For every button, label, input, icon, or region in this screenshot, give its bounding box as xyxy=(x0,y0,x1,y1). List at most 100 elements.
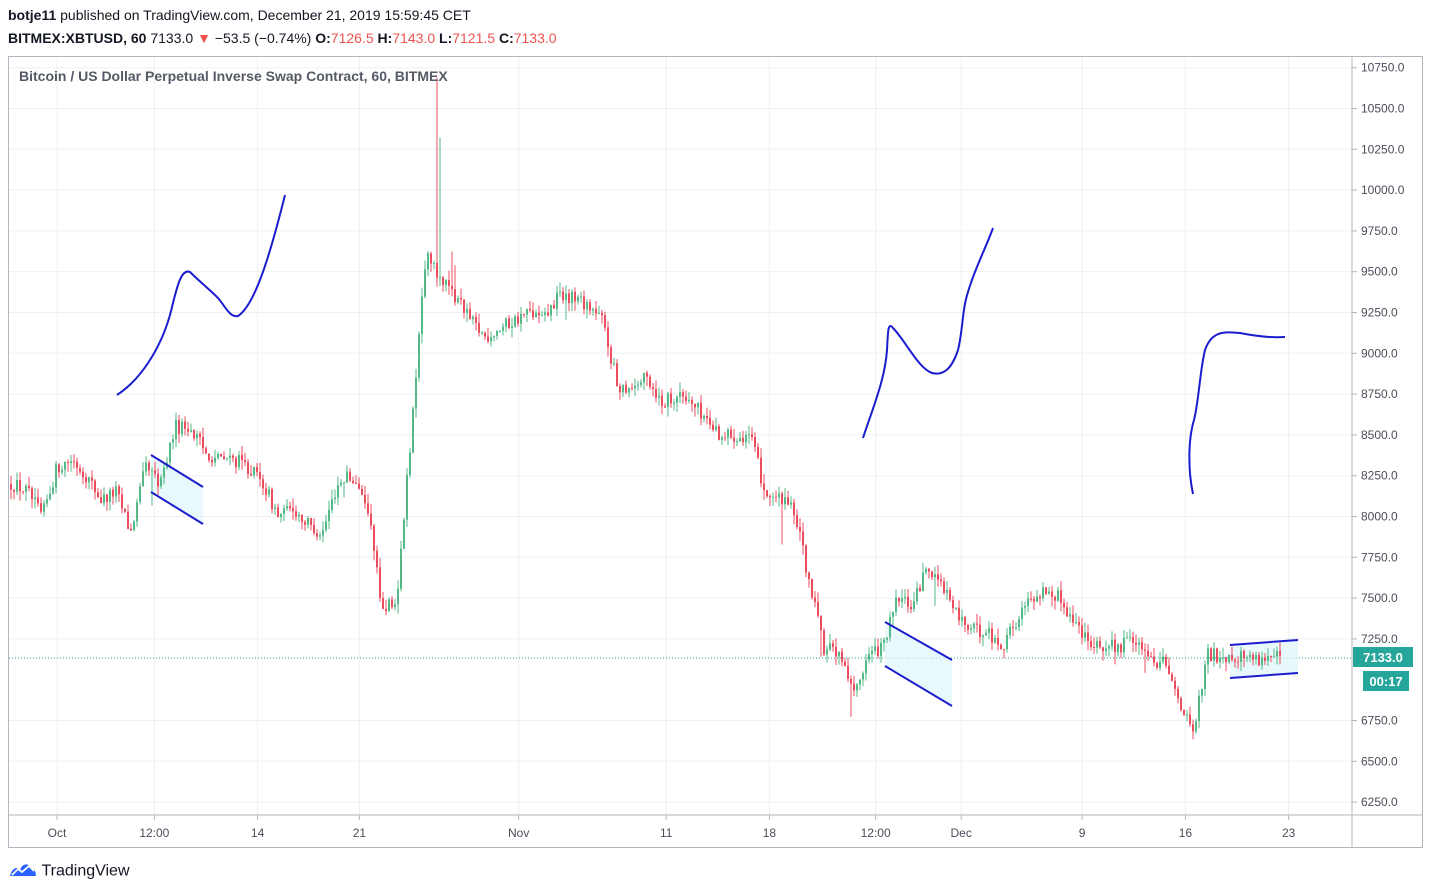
x-tick-label: 11 xyxy=(660,826,673,840)
y-tick-label: 8250.0 xyxy=(1361,469,1398,483)
candle-body xyxy=(1009,626,1011,636)
candle-body xyxy=(769,496,771,498)
candle-body xyxy=(106,494,108,502)
candle-body xyxy=(1048,591,1050,594)
candle-body xyxy=(607,327,609,348)
candle-body xyxy=(490,337,492,342)
candle-body xyxy=(1039,596,1041,599)
candle-body xyxy=(613,363,615,365)
author-name[interactable]: botje11 xyxy=(8,7,57,23)
publish-info: botje11 published on TradingView.com, De… xyxy=(8,7,471,23)
countdown-text: 00:17 xyxy=(1369,674,1402,689)
candle-body xyxy=(241,455,243,461)
candle-body xyxy=(247,462,249,474)
candle-body xyxy=(1036,596,1038,602)
hand-drawn-projection[interactable] xyxy=(1188,331,1286,495)
y-tick-label: 7250.0 xyxy=(1361,632,1398,646)
candle-body xyxy=(220,454,222,457)
candle-body xyxy=(604,315,606,328)
footer[interactable]: TradingView xyxy=(9,860,130,883)
candle-body xyxy=(850,678,852,684)
candle-body xyxy=(529,308,531,311)
candle-body xyxy=(1255,655,1257,660)
candle-body xyxy=(376,550,378,568)
candle-body xyxy=(244,460,246,463)
candle-body xyxy=(1156,662,1158,668)
candle-body xyxy=(337,485,339,498)
drawings xyxy=(116,194,1299,707)
candle-body xyxy=(1228,654,1230,663)
hand-drawn-projection[interactable] xyxy=(116,194,286,396)
candle-body xyxy=(1024,606,1026,608)
candle-body xyxy=(28,485,30,489)
candle-body xyxy=(253,467,255,476)
candle-body xyxy=(937,574,939,580)
candle-body xyxy=(436,262,438,278)
channel-line[interactable] xyxy=(1229,672,1299,679)
candle-body xyxy=(88,477,90,483)
candle-body xyxy=(580,296,582,298)
candle-body xyxy=(274,507,276,510)
candle-body xyxy=(586,302,588,310)
candle-body xyxy=(382,598,384,609)
candle-body xyxy=(568,293,570,304)
candle-body xyxy=(325,521,327,530)
candle-body xyxy=(448,279,450,286)
candle-body xyxy=(931,571,933,578)
candle-body xyxy=(496,330,498,336)
candle-body xyxy=(643,372,645,383)
symbol-label[interactable]: BITMEX:XBTUSD, 60 xyxy=(8,30,147,46)
candle-body xyxy=(394,604,396,608)
x-tick-label: 9 xyxy=(1079,826,1086,840)
candle-body xyxy=(1078,622,1080,626)
candle-body xyxy=(1105,648,1107,652)
y-tick-label: 9500.0 xyxy=(1361,265,1398,279)
candle-body xyxy=(901,598,903,602)
candle-body xyxy=(952,600,954,609)
time-axis[interactable]: Oct 12:00 14 21 Nov 11 18 12:00 Dec 9 16 23 xyxy=(48,815,1296,840)
candle-body xyxy=(208,453,210,461)
candle-body xyxy=(400,548,402,589)
candle-body xyxy=(634,385,636,389)
candle-body xyxy=(124,508,126,512)
channel-line[interactable] xyxy=(150,454,204,488)
candle-body xyxy=(1030,598,1032,600)
candle-body xyxy=(109,489,111,502)
candle-body xyxy=(175,419,177,440)
x-tick-label: 14 xyxy=(251,826,265,840)
candle-body xyxy=(889,616,891,638)
candle-body xyxy=(622,384,624,393)
channel-line[interactable] xyxy=(1229,639,1299,646)
candle-body xyxy=(415,377,417,409)
channel-line[interactable] xyxy=(150,491,204,525)
footer-brand[interactable]: TradingView xyxy=(41,862,130,880)
hand-drawn-projection[interactable] xyxy=(862,227,994,439)
candle-body xyxy=(1201,689,1203,696)
candle-body xyxy=(547,312,549,316)
candle-body xyxy=(187,428,189,432)
candle-body xyxy=(286,506,288,509)
candle-body xyxy=(694,403,696,408)
candle-body xyxy=(283,508,285,515)
channel-line[interactable] xyxy=(884,621,953,661)
candle-body xyxy=(328,509,330,522)
candle-body xyxy=(1051,591,1053,597)
x-tick-label: 21 xyxy=(353,826,367,840)
candle-body xyxy=(1195,721,1197,732)
candle-body xyxy=(100,497,102,504)
candle-body xyxy=(1168,665,1170,675)
candle-body xyxy=(559,291,561,293)
candle-body xyxy=(1006,635,1008,650)
candle-body xyxy=(742,437,744,443)
candle-body xyxy=(955,607,957,609)
candle-body xyxy=(217,454,219,458)
low-label: L: xyxy=(439,30,453,46)
candle-body xyxy=(1027,598,1029,607)
candle-body xyxy=(298,514,300,517)
candle-body xyxy=(826,649,828,655)
channel-line[interactable] xyxy=(884,665,953,707)
price-axis[interactable]: 10750.0 10500.0 10250.0 10000.0 9750.0 9500.0… xyxy=(1352,61,1405,809)
down-arrow-icon: ▼ xyxy=(197,30,211,46)
candle-body xyxy=(1135,642,1137,645)
